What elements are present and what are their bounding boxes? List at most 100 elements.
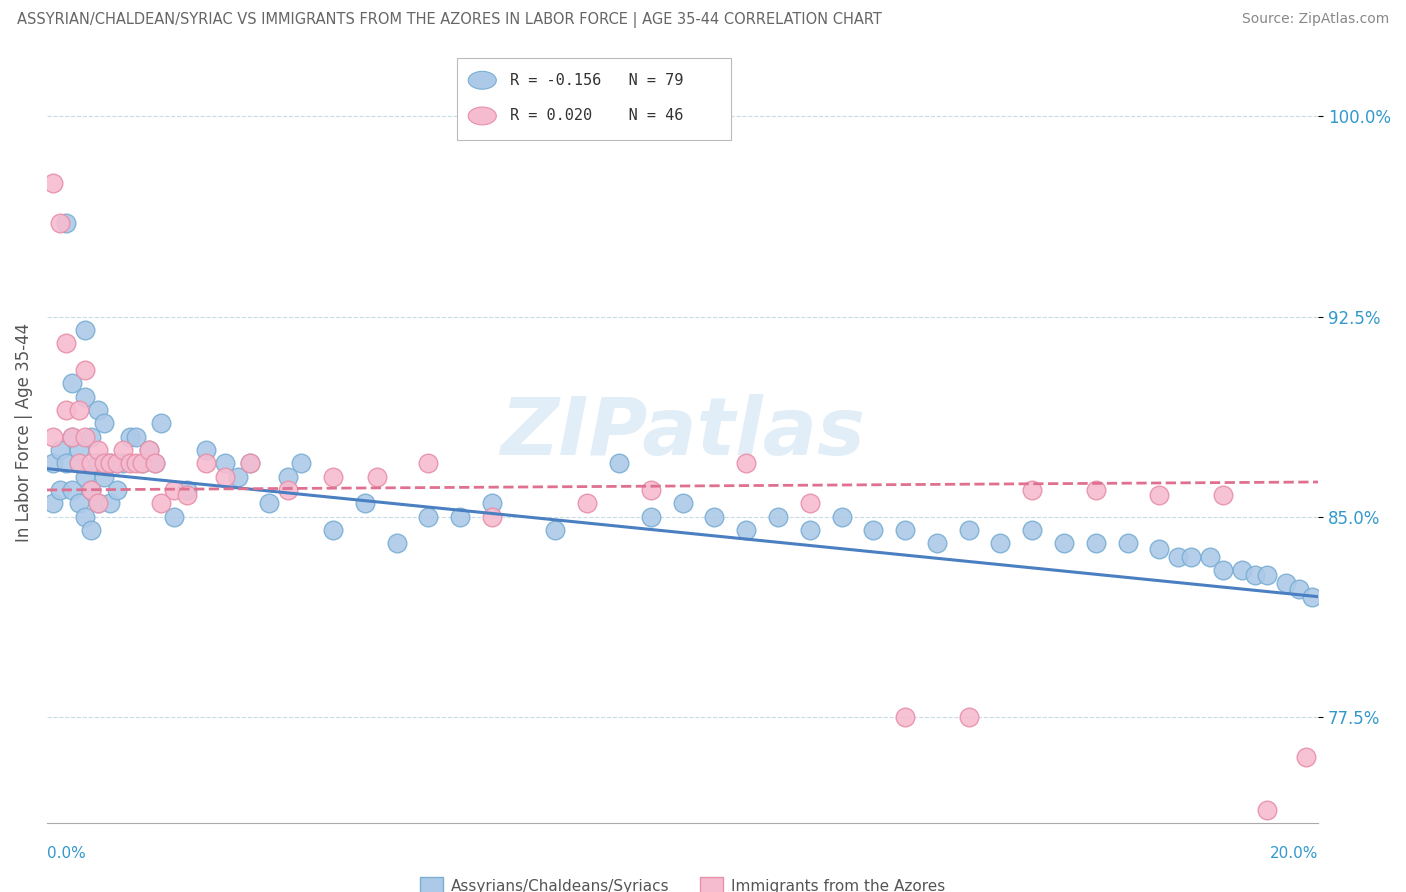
- Point: [1021, 483, 1043, 497]
- Text: ZIPatlas: ZIPatlas: [501, 393, 865, 472]
- Point: [138, 442, 160, 457]
- Text: 20.0%: 20.0%: [1270, 846, 1319, 861]
- Point: [80, 456, 103, 470]
- Point: [67, 496, 90, 510]
- Point: [239, 456, 262, 470]
- Point: [73, 390, 96, 404]
- Point: [138, 442, 160, 457]
- Point: [1167, 549, 1189, 564]
- Point: [226, 469, 249, 483]
- Point: [1149, 488, 1171, 502]
- Point: [1180, 549, 1202, 564]
- Point: [93, 417, 115, 431]
- Point: [73, 363, 96, 377]
- Legend: Assyrians/Chaldeans/Syriacs, Immigrants from the Azores: Assyrians/Chaldeans/Syriacs, Immigrants …: [415, 871, 950, 892]
- Point: [990, 536, 1012, 550]
- Point: [42, 429, 65, 443]
- Point: [481, 509, 503, 524]
- Point: [67, 456, 90, 470]
- Point: [353, 496, 375, 510]
- Point: [194, 456, 217, 470]
- Point: [640, 509, 662, 524]
- Point: [163, 483, 186, 497]
- Point: [150, 496, 173, 510]
- Point: [957, 523, 980, 537]
- Point: [418, 509, 440, 524]
- Point: [80, 483, 103, 497]
- Point: [55, 456, 77, 470]
- Point: [735, 456, 758, 470]
- Point: [80, 429, 103, 443]
- Point: [1275, 576, 1298, 591]
- Point: [112, 456, 135, 470]
- Point: [93, 456, 115, 470]
- Point: [1084, 536, 1107, 550]
- Point: [1301, 590, 1323, 604]
- Point: [105, 483, 128, 497]
- Point: [80, 483, 103, 497]
- Point: [1288, 582, 1310, 596]
- Point: [1149, 541, 1171, 556]
- Point: [80, 523, 103, 537]
- Point: [925, 536, 948, 550]
- Point: [799, 523, 821, 537]
- Point: [1243, 568, 1265, 582]
- Point: [67, 442, 90, 457]
- Point: [766, 509, 789, 524]
- Point: [105, 456, 128, 470]
- Point: [131, 456, 153, 470]
- Point: [60, 429, 83, 443]
- Point: [322, 469, 344, 483]
- Point: [1295, 749, 1317, 764]
- Point: [125, 456, 148, 470]
- Point: [150, 417, 173, 431]
- Point: [87, 496, 110, 510]
- Point: [125, 429, 148, 443]
- Text: Source: ZipAtlas.com: Source: ZipAtlas.com: [1241, 12, 1389, 26]
- Point: [42, 456, 65, 470]
- Point: [100, 456, 122, 470]
- Point: [671, 496, 693, 510]
- Point: [449, 509, 471, 524]
- Point: [48, 483, 70, 497]
- Point: [481, 496, 503, 510]
- Point: [277, 469, 299, 483]
- Point: [862, 523, 884, 537]
- Point: [894, 710, 917, 724]
- Point: [214, 469, 236, 483]
- Point: [87, 442, 110, 457]
- Point: [73, 323, 96, 337]
- Point: [894, 523, 917, 537]
- Point: [73, 429, 96, 443]
- Point: [1021, 523, 1043, 537]
- Point: [277, 483, 299, 497]
- Point: [831, 509, 853, 524]
- Point: [100, 456, 122, 470]
- Point: [118, 429, 141, 443]
- Point: [1199, 549, 1222, 564]
- Point: [194, 442, 217, 457]
- Point: [93, 469, 115, 483]
- Point: [55, 336, 77, 351]
- Point: [957, 710, 980, 724]
- Point: [1212, 488, 1234, 502]
- Point: [1256, 568, 1278, 582]
- Point: [87, 403, 110, 417]
- Point: [703, 509, 725, 524]
- Point: [48, 442, 70, 457]
- Point: [118, 456, 141, 470]
- Point: [67, 403, 90, 417]
- Point: [42, 496, 65, 510]
- Point: [418, 456, 440, 470]
- Point: [112, 442, 135, 457]
- Point: [55, 216, 77, 230]
- Point: [60, 429, 83, 443]
- Point: [735, 523, 758, 537]
- Point: [1230, 563, 1253, 577]
- Point: [60, 483, 83, 497]
- Text: 0.0%: 0.0%: [46, 846, 86, 861]
- Point: [55, 403, 77, 417]
- Text: R = 0.020    N = 46: R = 0.020 N = 46: [510, 109, 683, 123]
- Point: [176, 483, 198, 497]
- Point: [290, 456, 312, 470]
